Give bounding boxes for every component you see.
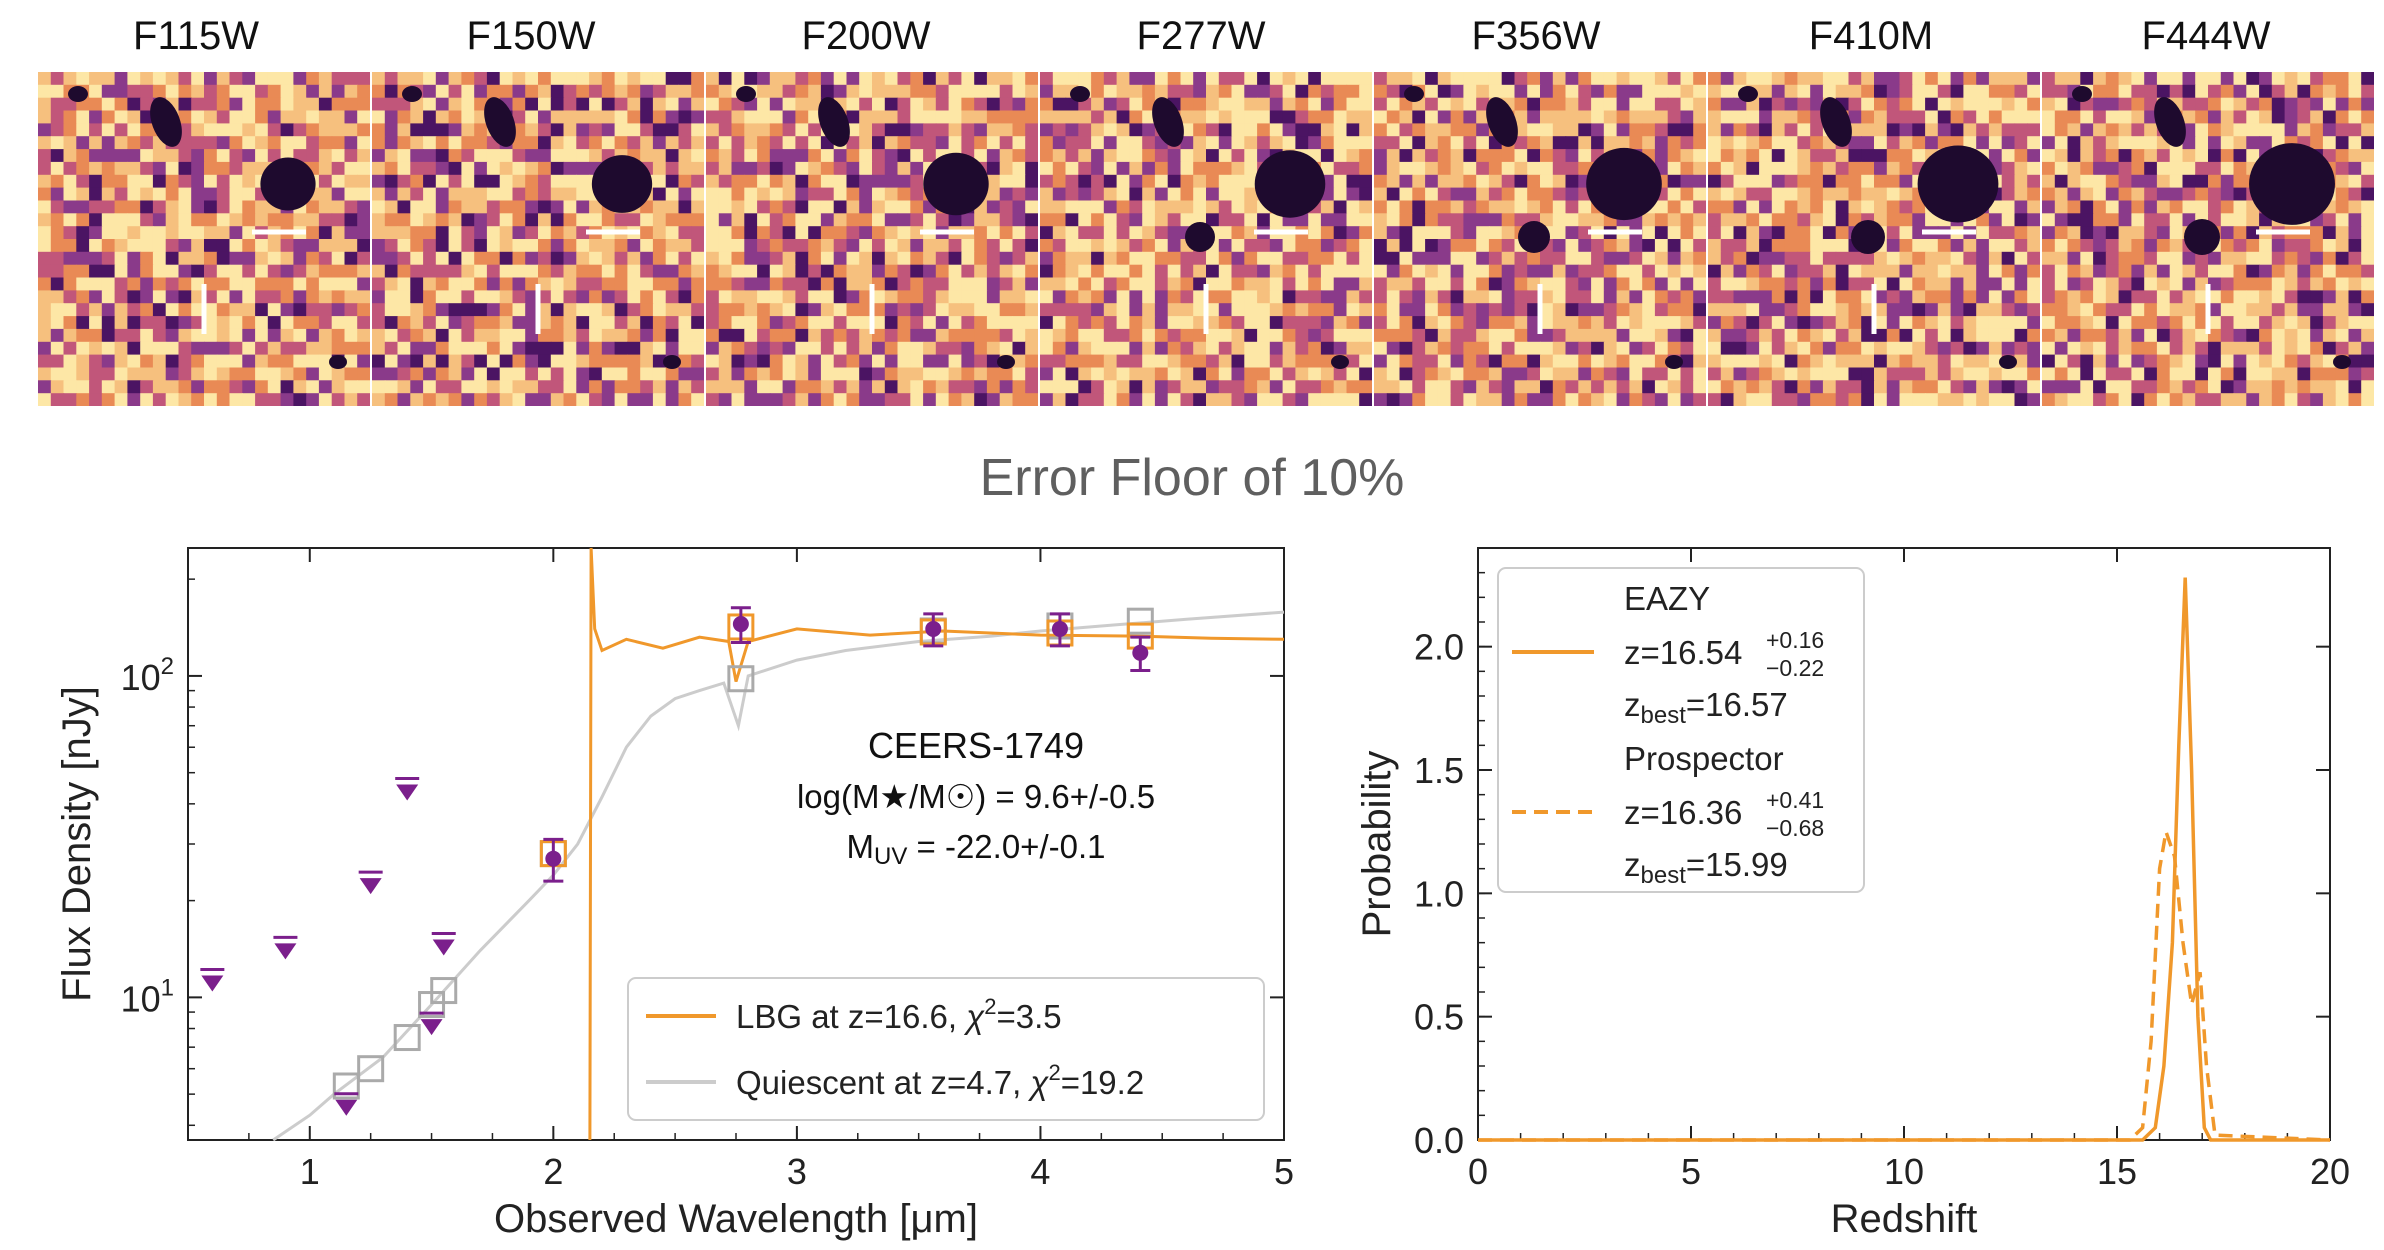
x-tick-label: 20 bbox=[2310, 1151, 2350, 1192]
x-tick-label: 10 bbox=[1884, 1151, 1924, 1192]
cutout-noise-map bbox=[2042, 72, 2374, 406]
legend-eazy-z: z=16.54 bbox=[1624, 634, 1742, 671]
upper-limit-marker bbox=[201, 975, 224, 992]
y-tick-label: 102 bbox=[121, 653, 174, 698]
detection-point bbox=[1051, 620, 1068, 637]
x-tick-label: 5 bbox=[1681, 1151, 1701, 1192]
cutout-image bbox=[1708, 72, 2040, 406]
legend-prospector-zbest: zbest=15.99 bbox=[1624, 846, 1788, 889]
cutout-image bbox=[2042, 72, 2374, 406]
quiescent-model-point bbox=[393, 1024, 421, 1052]
cutout-noise-map bbox=[1708, 72, 2040, 406]
y-tick-label: 1.5 bbox=[1414, 750, 1464, 791]
x-tick-label: 5 bbox=[1274, 1151, 1294, 1192]
cutout-image bbox=[706, 72, 1038, 406]
band-label: F410M bbox=[1808, 14, 1934, 58]
upper-limit-marker bbox=[335, 1099, 358, 1116]
y-tick-label: 0.5 bbox=[1414, 997, 1464, 1038]
figure-title: Error Floor of 10% bbox=[979, 449, 1405, 507]
detection-point bbox=[545, 850, 562, 867]
legend-eazy-name: EAZY bbox=[1624, 580, 1710, 617]
cutout-noise-map bbox=[1040, 72, 1372, 406]
quiescent-model-point bbox=[1126, 607, 1154, 635]
upper-limit-marker bbox=[396, 784, 419, 801]
cutout-image bbox=[372, 72, 704, 406]
uv-magnitude: MUV = -22.0+/-0.1 bbox=[847, 828, 1106, 870]
y-tick-label: 2.0 bbox=[1414, 627, 1464, 668]
sed-chart: 1 2 3 4 5 101 102 Observed Wavelength [μm] Flu… bbox=[55, 547, 1294, 1241]
prospector-pz-line bbox=[1478, 831, 2331, 1142]
band-label: F200W bbox=[801, 14, 931, 58]
upper-limit-marker bbox=[359, 878, 382, 895]
upper-limit-marker bbox=[420, 1019, 443, 1036]
detection-point bbox=[1132, 644, 1149, 661]
x-tick-label: 0 bbox=[1468, 1151, 1488, 1192]
band-label: F356W bbox=[1471, 14, 1601, 58]
quiescent-model-point bbox=[430, 977, 458, 1005]
detection-point bbox=[925, 620, 942, 637]
band-label: F150W bbox=[466, 14, 596, 58]
quiescent-spectrum-line bbox=[272, 610, 1285, 1142]
legend-eazy-z-plus: +0.16 bbox=[1766, 627, 1824, 653]
sed-y-axis-label: Flux Density [nJy] bbox=[55, 686, 99, 1002]
legend-eazy-z-minus: −0.22 bbox=[1766, 655, 1824, 681]
legend-prospector-z-plus: +0.41 bbox=[1766, 787, 1824, 813]
cutout-noise-map bbox=[372, 72, 704, 406]
quiescent-model-point bbox=[357, 1055, 385, 1083]
sed-x-axis-label: Observed Wavelength [μm] bbox=[494, 1197, 978, 1241]
cutout-image bbox=[1040, 72, 1372, 406]
x-tick-label: 4 bbox=[1030, 1151, 1050, 1192]
quiescent-model-point bbox=[332, 1072, 360, 1100]
upper-limit-marker bbox=[274, 943, 297, 960]
pz-y-axis-label: Probability bbox=[1355, 751, 1399, 938]
cutout-noise-map bbox=[38, 72, 370, 406]
object-name: CEERS-1749 bbox=[868, 725, 1084, 766]
pz-x-axis-label: Redshift bbox=[1831, 1197, 1978, 1241]
eazy-pz-line bbox=[1478, 577, 2330, 1142]
cutout-noise-map bbox=[1374, 72, 1706, 406]
legend-prospector-name: Prospector bbox=[1624, 740, 1784, 777]
y-tick-label: 1.0 bbox=[1414, 873, 1464, 914]
band-label: F115W bbox=[133, 14, 259, 58]
pz-chart: 0 5 10 15 20 0.0 0.5 1.0 1.5 2.0 Redshift Probabi… bbox=[1355, 547, 2350, 1241]
legend-quiescent-label: Quiescent at z=4.7, χ2=19.2 bbox=[736, 1060, 1144, 1101]
legend-eazy-zbest: zbest=16.57 bbox=[1624, 686, 1788, 729]
quiescent-model-point bbox=[727, 665, 755, 693]
detection-point bbox=[732, 616, 749, 633]
y-tick-label: 0.0 bbox=[1414, 1120, 1464, 1161]
x-tick-label: 2 bbox=[543, 1151, 563, 1192]
legend-lbg-label: LBG at z=16.6, χ2=3.5 bbox=[736, 994, 1062, 1035]
band-label: F444W bbox=[2141, 14, 2271, 58]
y-tick-label: 101 bbox=[121, 974, 174, 1019]
sed-legend bbox=[627, 977, 1265, 1121]
band-label: F277W bbox=[1136, 14, 1266, 58]
x-tick-label: 3 bbox=[787, 1151, 807, 1192]
cutout-noise-map bbox=[706, 72, 1038, 406]
legend-prospector-z: z=16.36 bbox=[1624, 794, 1742, 831]
legend-prospector-z-minus: −0.68 bbox=[1766, 815, 1824, 841]
cutout-image bbox=[1374, 72, 1706, 406]
cutout-image bbox=[38, 72, 370, 406]
x-tick-label: 1 bbox=[300, 1151, 320, 1192]
upper-limit-marker bbox=[432, 939, 455, 956]
x-tick-label: 15 bbox=[2097, 1151, 2137, 1192]
stellar-mass: log(M★/M☉) = 9.6+/-0.5 bbox=[797, 778, 1155, 815]
